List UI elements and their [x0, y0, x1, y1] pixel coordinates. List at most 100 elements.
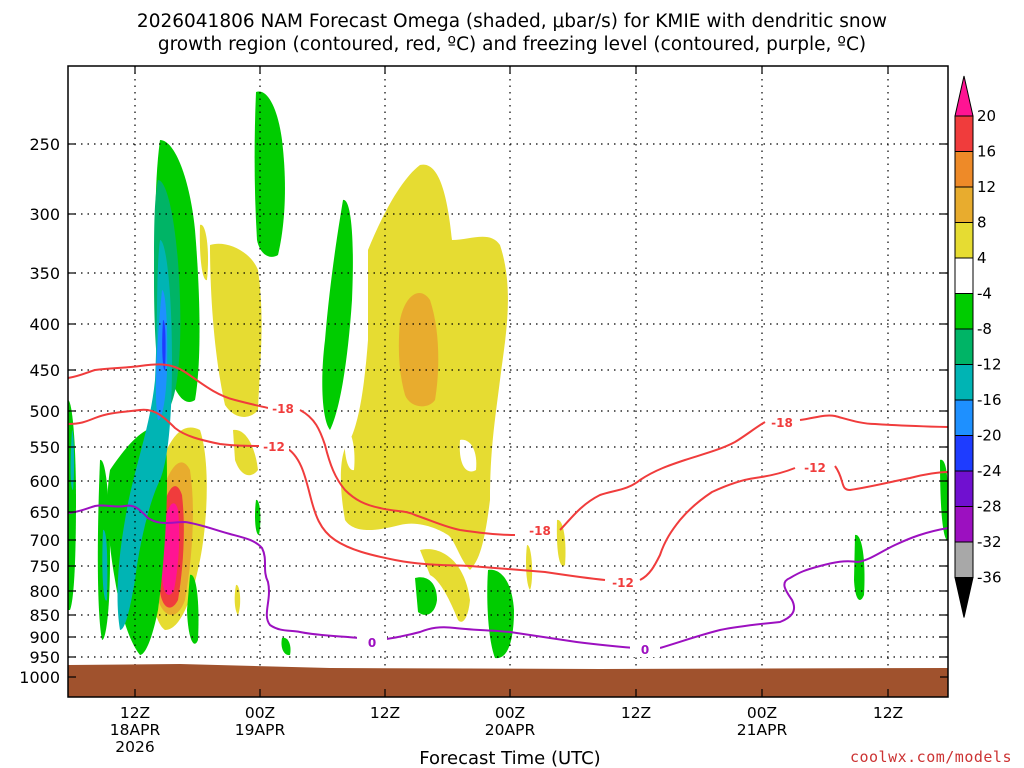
colorbar-cell [954, 186, 974, 223]
contour-label: 0 [368, 636, 376, 650]
omega-region-negative [854, 534, 865, 600]
x-tick-label: 12Z [621, 704, 651, 722]
y-tick-label: 550 [29, 438, 60, 457]
x-tick-label: 2026 [115, 738, 154, 756]
colorbar-cell [954, 506, 974, 543]
snow-growth-contours [67, 363, 949, 581]
colorbar-label: -36 [977, 569, 1002, 587]
colorbar-label: 12 [977, 178, 996, 196]
omega-region-negative [940, 459, 948, 541]
omega-region-negative [187, 574, 199, 644]
contour-label: -12 [804, 461, 826, 475]
y-tick-label: 850 [29, 606, 60, 625]
omega-region-negative-16 [102, 529, 108, 601]
colorbar-label: -32 [977, 533, 1002, 551]
x-tick-label: 21APR [737, 721, 788, 739]
colorbar-cell [954, 328, 974, 365]
y-tick-label: 800 [29, 582, 60, 601]
omega-region-negative [255, 499, 261, 535]
colorbar-label: 16 [977, 143, 996, 161]
x-tick-label: 19APR [235, 721, 286, 739]
omega-region-neutral [344, 429, 355, 471]
omega-region-positive [526, 544, 533, 590]
omega-region-negative [254, 91, 285, 257]
y-tick-label: 350 [29, 264, 60, 283]
colorbar-cell [954, 151, 974, 188]
freezing-level-contour [67, 504, 949, 649]
colorbar-cell [954, 257, 974, 294]
omega-region-positive [234, 584, 241, 615]
contour-labels: -18 -12 -18 -12 -18 -12 0 0 [259, 400, 830, 657]
omega-region-negative-24 [162, 320, 166, 371]
colorbar-label: 8 [977, 214, 987, 232]
chart-title-line2: growth region (contoured, red, ºC) and f… [158, 34, 866, 55]
y-tick-label: 1000 [19, 668, 60, 687]
omega-region-positive [233, 429, 258, 476]
omega-region-negative [487, 569, 514, 659]
y-tick-label: 250 [29, 135, 60, 154]
y-tick-label: 700 [29, 531, 60, 550]
contour-label-bg [767, 414, 797, 430]
colorbar-cell [954, 364, 974, 401]
y-tick-label: 300 [29, 205, 60, 224]
colorbar-cell [954, 470, 974, 507]
omega-region-negative-20 [155, 290, 168, 420]
x-tick-label: 12Z [873, 704, 903, 722]
y-tick-label: 450 [29, 361, 60, 380]
contour-label: -12 [612, 576, 634, 590]
contour-label: -18 [529, 524, 551, 538]
omega-region-positive [210, 243, 262, 417]
y-tick-label: 650 [29, 503, 60, 522]
y-tick-label: 500 [29, 402, 60, 421]
contour-label: -12 [263, 440, 285, 454]
colorbar-label: 4 [977, 249, 987, 267]
contour-label-bg [800, 459, 830, 475]
contour-minus12 [67, 408, 606, 581]
grid-lines [68, 66, 948, 697]
colorbar: 20 16 12 8 4 -4 -8 -12 -16 -20 -24 -28 -32 -36 [954, 75, 1002, 618]
contour-label-bg [608, 574, 638, 590]
x-tick-label: 00Z [747, 704, 777, 722]
colorbar-cell [954, 435, 974, 472]
chart-title-line1: 2026041806 NAM Forecast Omega (shaded, μ… [137, 11, 887, 32]
omega-region-negative [281, 637, 291, 656]
colorbar-label: -20 [977, 427, 1002, 445]
colorbar-label: -12 [977, 356, 1002, 374]
colorbar-cell [954, 541, 974, 578]
credit-text: coolwx.com/models [850, 748, 1012, 766]
colorbar-cell [954, 293, 974, 330]
x-tick-label: 00Z [495, 704, 525, 722]
x-tick-label: 18APR [110, 721, 161, 739]
y-tick-label: 900 [29, 628, 60, 647]
colorbar-label: -24 [977, 462, 1002, 480]
colorbar-label: 20 [977, 107, 996, 125]
omega-region-positive-8 [398, 292, 439, 407]
omega-region-negative-16 [70, 430, 75, 490]
contour-label-bg [259, 438, 289, 454]
contour-minus18 [559, 414, 949, 531]
contour-minus18 [67, 363, 516, 536]
colorbar-label: -4 [977, 285, 992, 303]
y-tick-label: 400 [29, 315, 60, 334]
contour-label-bg [525, 522, 555, 538]
plot-frame [67, 65, 949, 698]
x-axis-label: Forecast Time (UTC) [419, 748, 600, 768]
x-tick-label: 00Z [245, 704, 275, 722]
contour-label: 0 [641, 643, 649, 657]
colorbar-label: -16 [977, 391, 1002, 409]
omega-region-negative [415, 577, 437, 615]
omega-region-positive [420, 549, 470, 622]
x-tick-label: 12Z [120, 704, 150, 722]
colorbar-label: -8 [977, 320, 992, 338]
contour-label-bg [630, 641, 660, 657]
colorbar-cell [954, 577, 974, 618]
x-tick-label: 20APR [485, 721, 536, 739]
terrain-surface [68, 664, 948, 697]
colorbar-cell [954, 222, 974, 259]
contour-label: -18 [272, 402, 294, 416]
colorbar-cell [954, 75, 974, 117]
y-tick-label: 750 [29, 557, 60, 576]
omega-region-positive [199, 224, 209, 281]
